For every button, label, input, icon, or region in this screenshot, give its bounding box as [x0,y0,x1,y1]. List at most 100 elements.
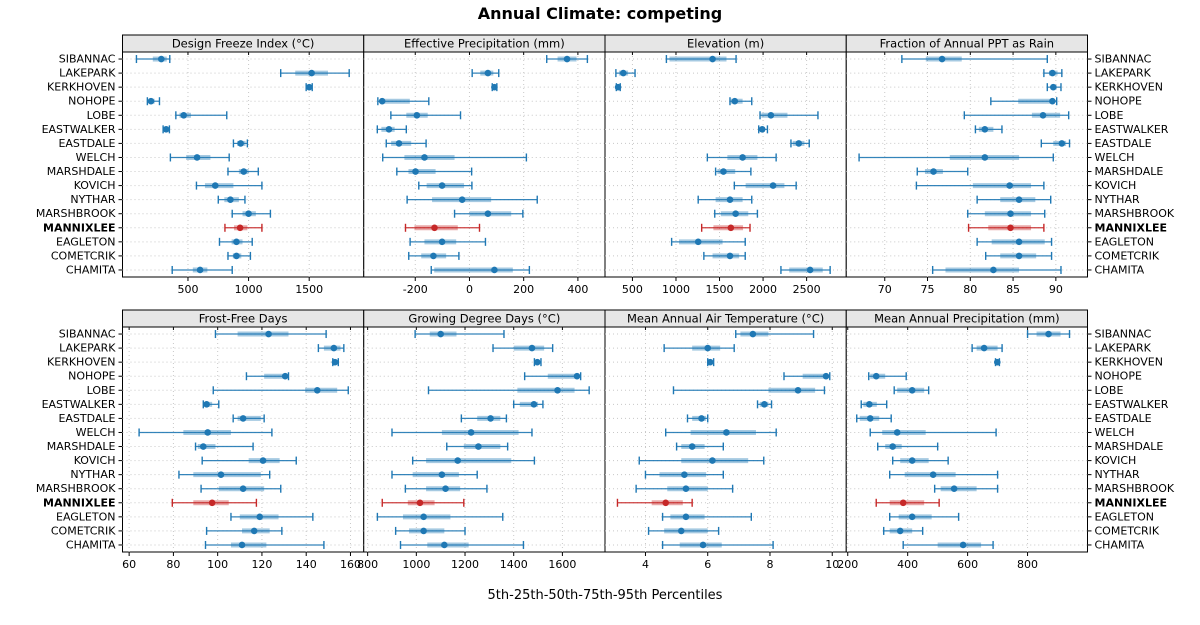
median-dot [706,358,714,366]
site-label-right: EASTDALE [1095,137,1152,150]
x-tick-label: 75 [921,283,935,296]
x-tick-label: 1500 [295,283,323,296]
site-label-left: LAKEPARK [59,342,116,355]
median-dot [475,443,482,450]
median-dot [199,443,207,450]
median-dot [395,140,403,147]
x-tick-label: 600 [957,558,978,571]
median-dot [872,372,880,380]
series-chamita [931,265,1062,274]
median-dot [193,154,201,161]
median-dot [238,541,246,549]
median-dot [908,513,916,521]
median-dot [938,55,946,63]
x-axis-caption: 5th-25th-50th-75th-95th Percentiles [487,588,723,603]
median-dot [619,69,627,77]
median-dot [614,83,622,91]
series-eastdale [232,414,265,423]
median-dot [1007,224,1014,232]
series-kovich [195,181,263,190]
median-dot [981,154,989,161]
series-sibannac [735,330,815,339]
series-lakepark [663,344,735,353]
series-eastwalker [756,400,773,409]
series-mannixlee [224,223,263,232]
median-dot [959,541,967,549]
series-chamita [661,540,774,549]
panel-growing-degree-days-c: Growing Degree Days (°C) 800 1000 1200 1400 1… [357,309,606,571]
series-mannixlee [381,498,465,507]
series-eastdale [385,139,427,148]
site-label-left: COMETCRIK [51,524,116,537]
panel-plot-area [604,326,847,553]
panel-plot-area [363,326,606,553]
site-label-right: WELCH [1095,151,1135,164]
series-nythar [178,470,271,479]
median-dot [573,372,581,380]
median-dot [1039,111,1047,119]
site-label-left: MARSHBROOK [36,207,116,220]
series-eastwalker [202,400,220,409]
x-tick-label: 1500 [706,283,734,296]
panel-title: Frost-Free Days [199,312,288,326]
site-label-right: KOVICH [1095,179,1137,192]
site-label-left: EAGLETON [56,235,116,248]
panel-title: Elevation (m) [687,37,764,51]
x-tick-label: 100 [207,558,228,571]
x-tick-label: 4 [642,558,649,571]
median-dot [758,126,766,133]
median-dot [896,527,904,535]
series-nohope [729,97,753,106]
x-tick-label: 400 [897,558,918,571]
panel-plot-area [122,326,365,553]
x-tick-label: 400 [567,283,588,296]
series-kovich [411,456,536,465]
site-label-left: NYTHAR [70,193,115,206]
median-dot [950,485,958,493]
series-lobe [175,111,228,120]
x-tick-label: 120 [251,558,272,571]
median-dot [438,238,446,246]
site-label-left: MANNIXLEE [43,221,115,234]
series-cometcrik [205,526,283,535]
series-marshbrook [231,209,272,218]
x-tick-label: 200 [513,283,534,296]
panel-grid: 500 1000 1500 2000 2500 [605,52,847,296]
median-dot [908,386,916,394]
median-dot [385,126,393,133]
series-welch [665,428,777,437]
median-dot [723,429,730,436]
site-label-left: WELCH [76,426,116,439]
series-eastwalker [758,125,769,134]
median-dot [698,415,705,422]
median-dot [731,97,739,105]
series-lobe [212,386,349,395]
median-dot [534,358,541,366]
median-dot [554,386,561,394]
series-mannixlee [700,223,751,232]
site-label-left: EASTWALKER [42,123,116,136]
series-sibannac [214,330,327,339]
median-dot [441,541,448,549]
series-nohope [990,97,1058,106]
median-dot [442,485,449,493]
series-marshdale [446,442,509,451]
x-tick-label: 6 [704,558,711,571]
x-tick-label: 140 [296,558,317,571]
panel-mean-annual-air-temperature-c: Mean Annual Air Temperature (°C) 4 6 8 10 [604,309,847,571]
series-nohope [868,372,907,381]
median-dot [305,83,313,91]
median-dot [681,471,688,478]
series-nohope [245,372,290,381]
site-label-left: MARSHDALE [47,440,116,453]
median-dot [180,111,188,119]
site-label-left: CHAMITA [66,538,116,551]
x-tick-label: 1400 [500,558,528,571]
series-kerkhoven [614,83,622,92]
site-label-right: EAGLETON [1095,235,1155,248]
site-label-left: LOBE [87,109,116,122]
site-label-right: MARSHDALE [1095,165,1164,178]
panel-effective-precipitation-mm: Effective Precipitation (mm) -200 0 200 400 [363,34,606,296]
